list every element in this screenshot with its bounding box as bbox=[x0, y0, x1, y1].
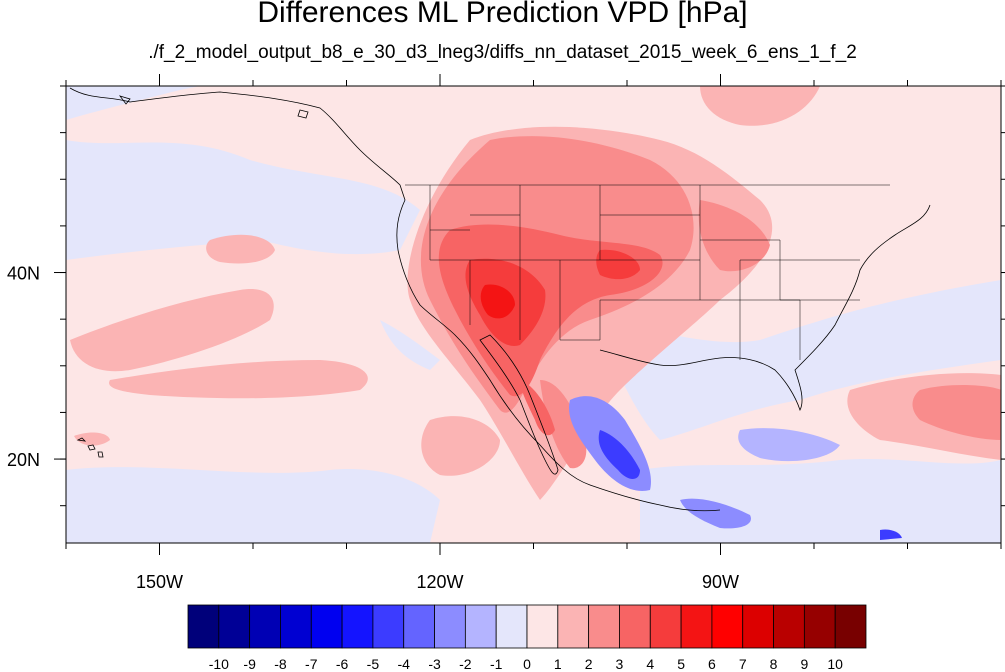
colorbar-label: 3 bbox=[616, 656, 624, 672]
colorbar-swatch bbox=[464, 604, 497, 649]
colorbar-label: -6 bbox=[336, 656, 349, 672]
axis-ticks bbox=[54, 74, 1005, 555]
lon-tick-label: 90W bbox=[702, 572, 739, 592]
colorbar-swatch bbox=[711, 604, 744, 649]
islands bbox=[76, 95, 309, 458]
lat-tick-label: 40N bbox=[7, 264, 40, 284]
colorbar-swatch bbox=[434, 604, 466, 649]
colorbar-label: 7 bbox=[739, 656, 747, 672]
colorbar-swatch bbox=[649, 604, 682, 649]
colorbar-label: -2 bbox=[459, 656, 472, 672]
colorbar-label: -3 bbox=[428, 656, 441, 672]
colorbar-label: 2 bbox=[585, 656, 593, 672]
colorbar-label: 9 bbox=[800, 656, 808, 672]
colorbar-label: 8 bbox=[770, 656, 778, 672]
colorbar-label: -4 bbox=[398, 656, 411, 672]
colorbar-swatch bbox=[803, 604, 836, 649]
map-plot-area bbox=[66, 86, 1001, 543]
colorbar-swatch bbox=[680, 604, 713, 649]
colorbar-label: 4 bbox=[646, 656, 654, 672]
colorbar-swatch bbox=[619, 604, 651, 649]
map-subtitle: ./f_2_model_output_b8_e_30_d3_lneg3/diff… bbox=[148, 42, 857, 63]
colorbar-swatch bbox=[310, 604, 343, 649]
colorbar-swatch bbox=[557, 604, 590, 649]
colorbar-swatch bbox=[187, 604, 220, 649]
colorbar-label: -10 bbox=[209, 656, 229, 672]
colorbar-swatch bbox=[372, 604, 405, 649]
colorbar-label: 6 bbox=[708, 656, 716, 672]
colorbar-swatch bbox=[526, 604, 559, 649]
lon-tick-label: 150W bbox=[136, 572, 183, 592]
lat-tick-label: 20N bbox=[7, 450, 40, 470]
map-title: Differences ML Prediction VPD [hPa] bbox=[257, 0, 748, 29]
colorbar-swatch bbox=[249, 604, 281, 649]
colorbar-swatch bbox=[742, 604, 774, 649]
coastlines bbox=[69, 87, 931, 512]
colorbar-swatch bbox=[834, 604, 867, 649]
axis-tick-labels: 150W 120W 90W 40N 20N bbox=[7, 264, 739, 592]
colorbar-label: 5 bbox=[677, 656, 685, 672]
colorbar-label: 0 bbox=[523, 656, 531, 672]
colorbar-label: -5 bbox=[367, 656, 380, 672]
colorbar-swatch bbox=[218, 604, 251, 649]
colorbar-label: -1 bbox=[490, 656, 503, 672]
colorbar-label: -7 bbox=[305, 656, 318, 672]
colorbar-label: -9 bbox=[243, 656, 256, 672]
colorbar-swatch bbox=[495, 604, 528, 649]
colorbar-label: 1 bbox=[554, 656, 562, 672]
colorbar-swatch bbox=[341, 604, 374, 649]
colorbar bbox=[187, 604, 867, 649]
colorbar-swatch bbox=[773, 604, 805, 649]
lon-tick-label: 120W bbox=[416, 572, 463, 592]
colorbar-swatch bbox=[588, 604, 620, 649]
colorbar-swatch bbox=[403, 604, 435, 649]
colorbar-labels: -10 -9 -8 -7 -6 -5 -4 -3 -2 -1 0 1 2 3 4 5 6 7 8 9 10 bbox=[209, 656, 843, 672]
colorbar-label: 10 bbox=[827, 656, 843, 672]
colorbar-swatch bbox=[280, 604, 312, 649]
strong-negative-fields bbox=[569, 396, 902, 540]
colorbar-label: -8 bbox=[274, 656, 287, 672]
state-borders bbox=[405, 184, 890, 360]
positive-anomaly-fields-5 bbox=[480, 284, 515, 319]
